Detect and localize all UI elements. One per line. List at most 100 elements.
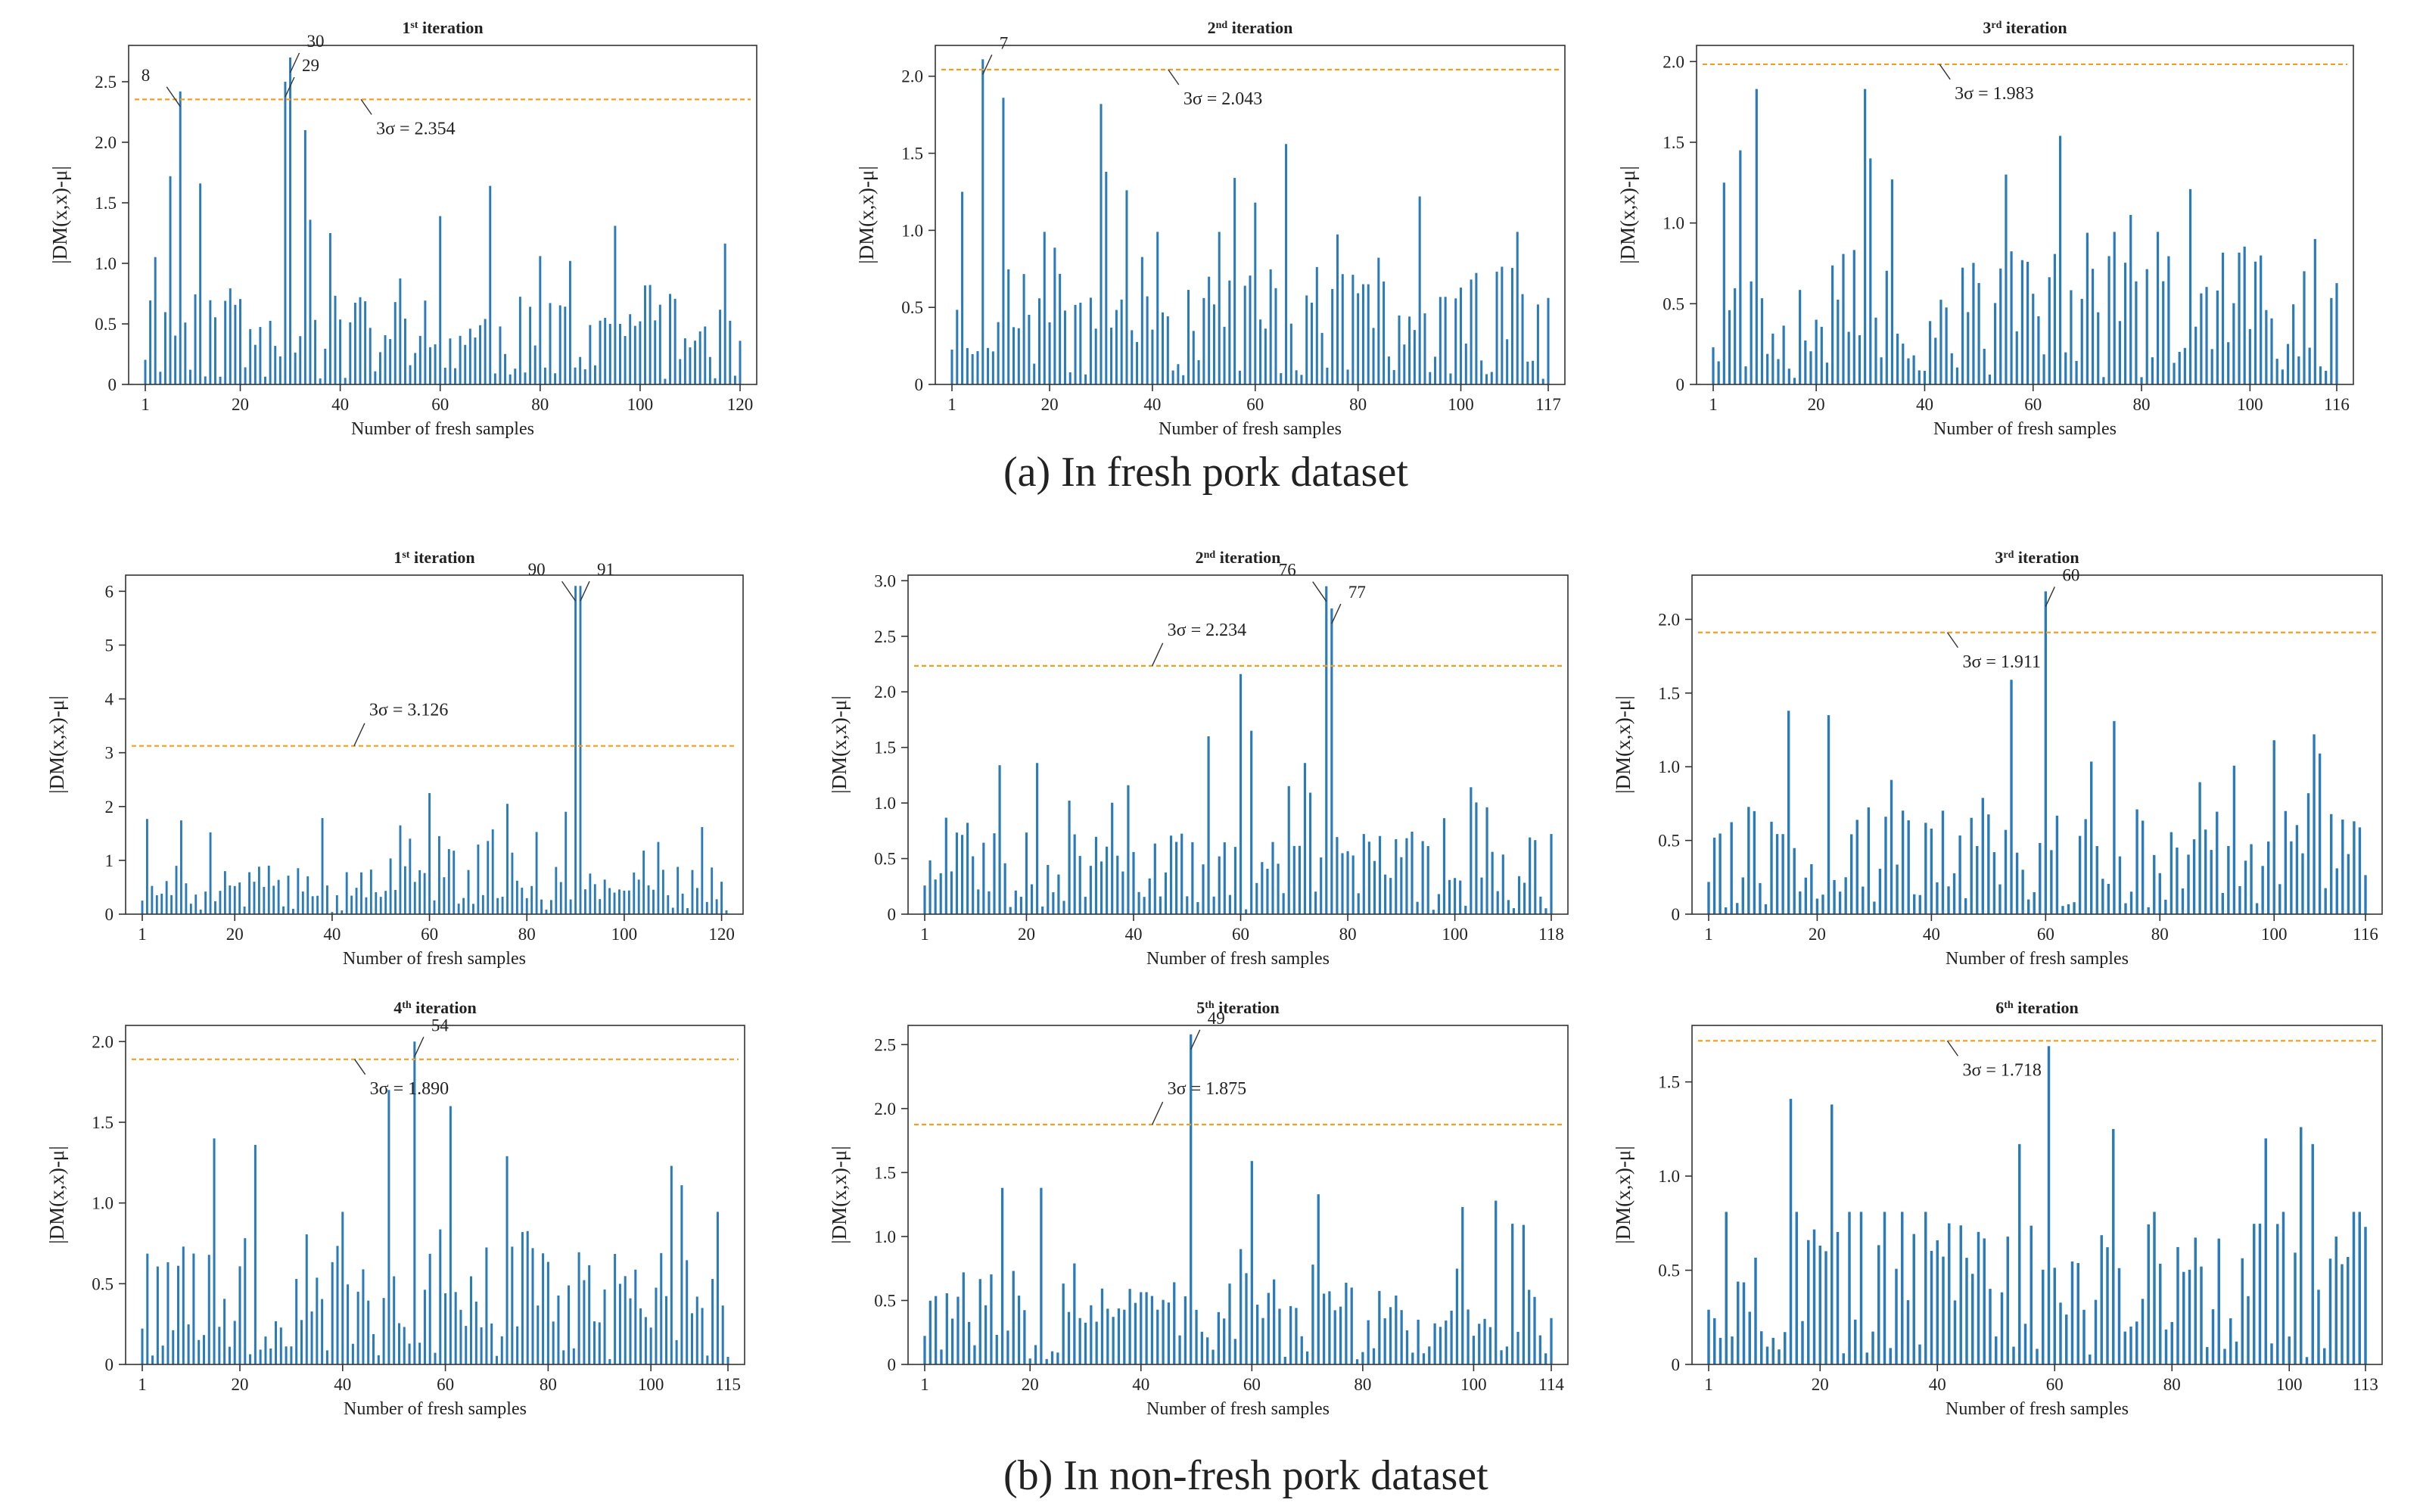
bar: [496, 898, 499, 914]
bar: [362, 1269, 365, 1364]
bar: [1405, 838, 1408, 914]
bar: [477, 844, 480, 914]
bar: [177, 1265, 180, 1364]
bar: [1180, 833, 1184, 914]
bar: [344, 378, 347, 384]
bar: [2216, 811, 2219, 914]
bar: [511, 852, 514, 914]
bar: [1322, 1293, 1326, 1364]
bar: [1998, 884, 2002, 914]
bar: [2210, 349, 2213, 384]
bar: [2164, 899, 2167, 914]
bar: [480, 1327, 483, 1364]
bar: [1059, 273, 1062, 384]
bar: [468, 328, 471, 384]
bar: [165, 881, 168, 914]
bar: [443, 367, 446, 384]
bar: [2117, 1268, 2121, 1364]
bar: [690, 1313, 693, 1364]
bar: [1285, 144, 1288, 384]
bar: [2065, 1314, 2068, 1364]
bar: [1850, 834, 1853, 914]
bar: [2084, 819, 2087, 914]
bar: [1793, 848, 1796, 914]
bar: [1084, 897, 1087, 914]
bar: [2058, 135, 2062, 384]
bar: [1228, 894, 1231, 914]
bar: [1047, 865, 1050, 914]
bar: [1858, 334, 1862, 384]
y-tick-label: 0: [1672, 1355, 1681, 1374]
bar: [2238, 885, 2241, 914]
bar: [525, 898, 528, 914]
bar: [144, 359, 147, 384]
bar: [1971, 1274, 1974, 1364]
bar: [1269, 269, 1272, 384]
bar: [1475, 802, 1478, 914]
bar: [369, 328, 372, 384]
bar: [1333, 1310, 1336, 1364]
bar: [2030, 1225, 2033, 1364]
bar: [1880, 357, 1883, 384]
bar: [1939, 300, 1942, 384]
bar: [733, 375, 736, 384]
bar: [2324, 888, 2327, 914]
x-tick-label: 60: [1243, 1375, 1261, 1394]
bar: [2167, 256, 2170, 384]
bar: [2334, 1237, 2337, 1364]
bar: [1117, 1308, 1121, 1364]
x-axis-label: Number of fresh samples: [1146, 949, 1330, 969]
peak-label: 91: [597, 560, 614, 579]
bar: [284, 82, 287, 384]
bar: [1392, 369, 1395, 384]
bar: [1328, 1291, 1331, 1364]
bar: [2123, 1331, 2126, 1364]
x-tick-label: 60: [437, 1375, 454, 1394]
bar: [449, 1106, 452, 1364]
bar: [1480, 877, 1483, 914]
bar: [1837, 299, 1840, 384]
threshold-label: 3σ = 2.043: [1184, 89, 1262, 109]
bar: [562, 1350, 565, 1364]
bar: [1162, 312, 1165, 384]
bar: [608, 888, 611, 914]
bar: [2067, 904, 2070, 914]
bar: [1760, 1331, 1763, 1364]
bar: [608, 324, 611, 384]
bar: [2330, 814, 2333, 914]
y-tick-label: 0: [1672, 905, 1681, 924]
bar: [2176, 1246, 2179, 1364]
bar: [1261, 1318, 1264, 1364]
bar: [1855, 820, 1858, 914]
bar: [1472, 1336, 1476, 1364]
y-tick-label: 2.5: [874, 1035, 896, 1054]
bar: [2261, 866, 2264, 914]
bar: [2129, 1326, 2132, 1364]
bar: [1977, 1231, 1980, 1364]
bar: [1842, 1353, 1845, 1364]
bar: [1200, 1331, 1204, 1364]
bar: [950, 349, 953, 384]
bar: [1282, 893, 1285, 914]
bar: [1146, 296, 1149, 384]
bar: [1320, 332, 1323, 384]
bar: [1912, 1234, 1915, 1364]
bar: [1040, 1187, 1043, 1364]
bar: [694, 341, 697, 384]
bar: [2353, 821, 2356, 914]
bar: [1778, 1349, 1781, 1364]
bar: [2147, 1224, 2150, 1364]
bar: [1736, 903, 1739, 914]
bar: [1190, 1034, 1193, 1364]
bar: [704, 326, 707, 384]
bar: [1885, 270, 1888, 384]
bar: [151, 1355, 154, 1364]
bar: [2305, 1357, 2309, 1364]
bar: [2286, 344, 2290, 384]
bar: [1111, 802, 1114, 914]
bar: [1771, 1337, 1774, 1364]
x-tick-label: 60: [1246, 395, 1264, 414]
bar: [1400, 857, 1403, 914]
bar: [505, 1156, 509, 1364]
bar: [574, 367, 577, 384]
